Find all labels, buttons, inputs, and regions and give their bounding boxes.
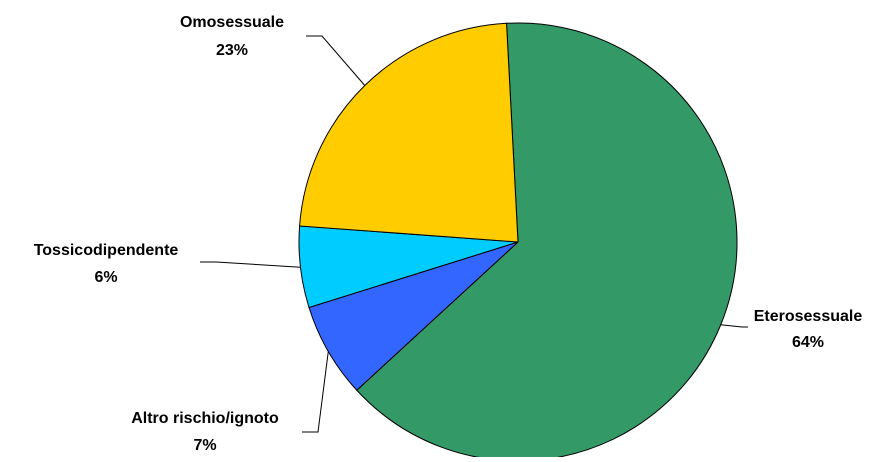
leader-line-altro-rischio-ignoto (302, 351, 329, 433)
leader-lines-layer (200, 35, 748, 433)
slice-omosessuale (299, 22, 519, 243)
label-value-eterosessuale: 64% (792, 334, 824, 351)
label-name-altro-rischio-ignoto: Altro rischio/ignoto (131, 410, 279, 427)
label-value-altro-rischio-ignoto: 7% (193, 437, 216, 454)
slice-eterosessuale (356, 22, 738, 462)
slices-layer (298, 22, 738, 462)
label-name-eterosessuale: Eterosessuale (754, 308, 863, 325)
label-value-tossicodipendente: 6% (94, 269, 117, 286)
label-value-omosessuale: 23% (216, 42, 248, 59)
label-name-omosessuale: Omosessuale (180, 14, 284, 31)
leader-line-omosessuale (306, 35, 366, 86)
label-name-tossicodipendente: Tossicodipendente (34, 242, 179, 259)
leader-line-tossicodipendente (200, 261, 301, 268)
leader-line-eterosessuale (720, 324, 748, 328)
